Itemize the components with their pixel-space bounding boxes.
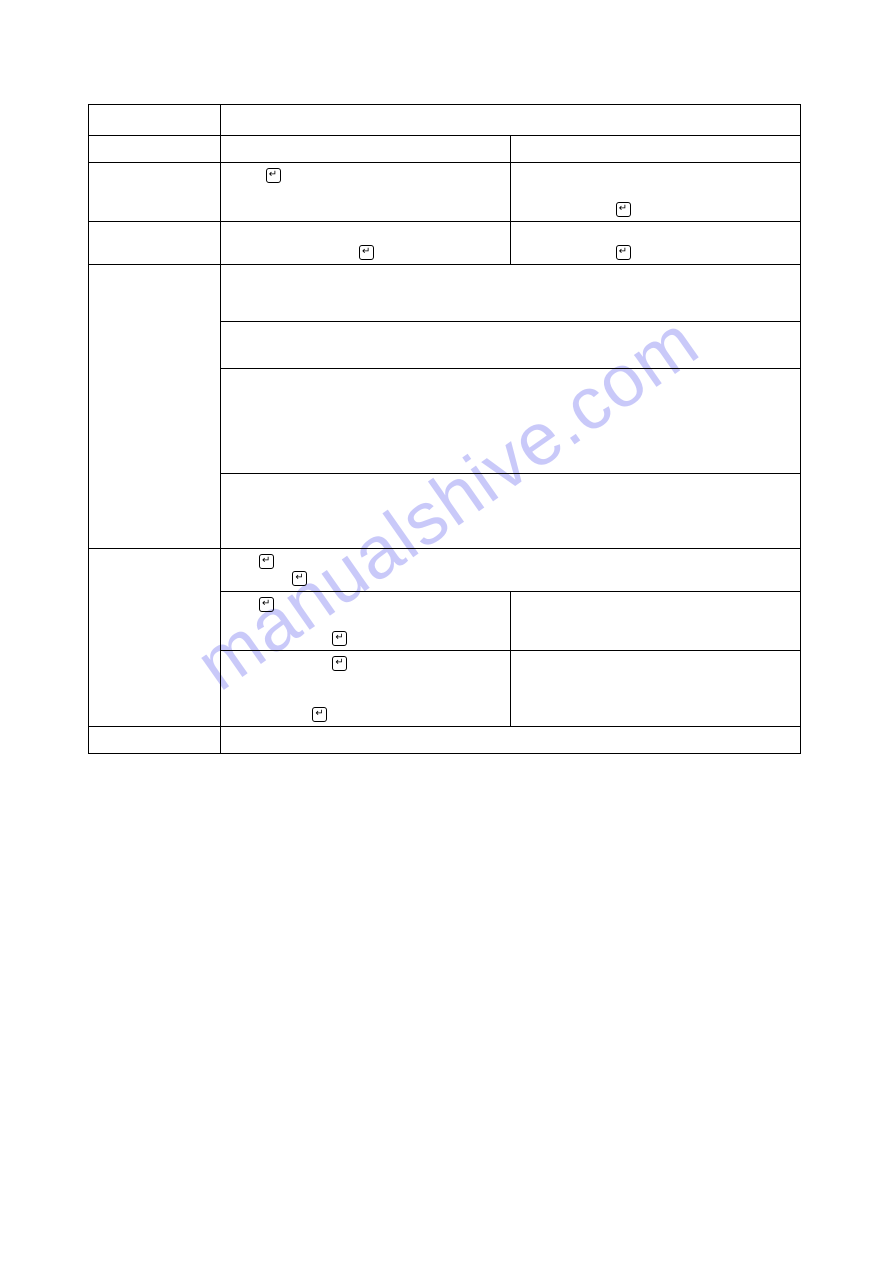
enter-icon <box>359 245 374 260</box>
cell-r1c2 <box>221 136 511 163</box>
header-col2span <box>221 105 801 136</box>
enter-icon <box>332 631 347 646</box>
cell-r3c1 <box>89 222 221 265</box>
footer-col2span <box>221 727 801 754</box>
block1-row2 <box>221 321 801 368</box>
cell-r1c1 <box>89 136 221 163</box>
header-col1 <box>89 105 221 136</box>
enter-icon <box>292 571 307 586</box>
cell-r3c2 <box>221 222 511 265</box>
enter-icon <box>259 554 274 569</box>
block2-rowB-left <box>221 591 511 650</box>
table-row <box>89 136 801 163</box>
table-footer-row <box>89 727 801 754</box>
cell-r1c3 <box>511 136 801 163</box>
block2-col1 <box>89 548 221 726</box>
main-table <box>88 104 801 754</box>
table-block1 <box>89 264 801 321</box>
enter-icon <box>312 707 327 722</box>
block1-row3 <box>221 368 801 473</box>
enter-icon <box>332 656 347 671</box>
enter-icon <box>616 245 631 260</box>
block1-col1 <box>89 264 221 548</box>
cell-r2c1 <box>89 163 221 222</box>
block1-row1 <box>221 264 801 321</box>
footer-col1 <box>89 727 221 754</box>
block2-rowC-left <box>221 650 511 726</box>
block2-rowB-right <box>511 591 801 650</box>
block2-rowC-right <box>511 650 801 726</box>
enter-icon <box>259 597 274 612</box>
block1-row4 <box>221 473 801 548</box>
table-row <box>89 163 801 222</box>
enter-icon <box>616 202 631 217</box>
block2-rowA <box>221 548 801 591</box>
table-header-row <box>89 105 801 136</box>
cell-r2c2 <box>221 163 511 222</box>
table-block2 <box>89 548 801 591</box>
enter-icon <box>266 168 281 183</box>
cell-r2c3 <box>511 163 801 222</box>
table-row <box>89 222 801 265</box>
page-root: manualshive.com <box>0 0 893 1263</box>
cell-r3c3 <box>511 222 801 265</box>
